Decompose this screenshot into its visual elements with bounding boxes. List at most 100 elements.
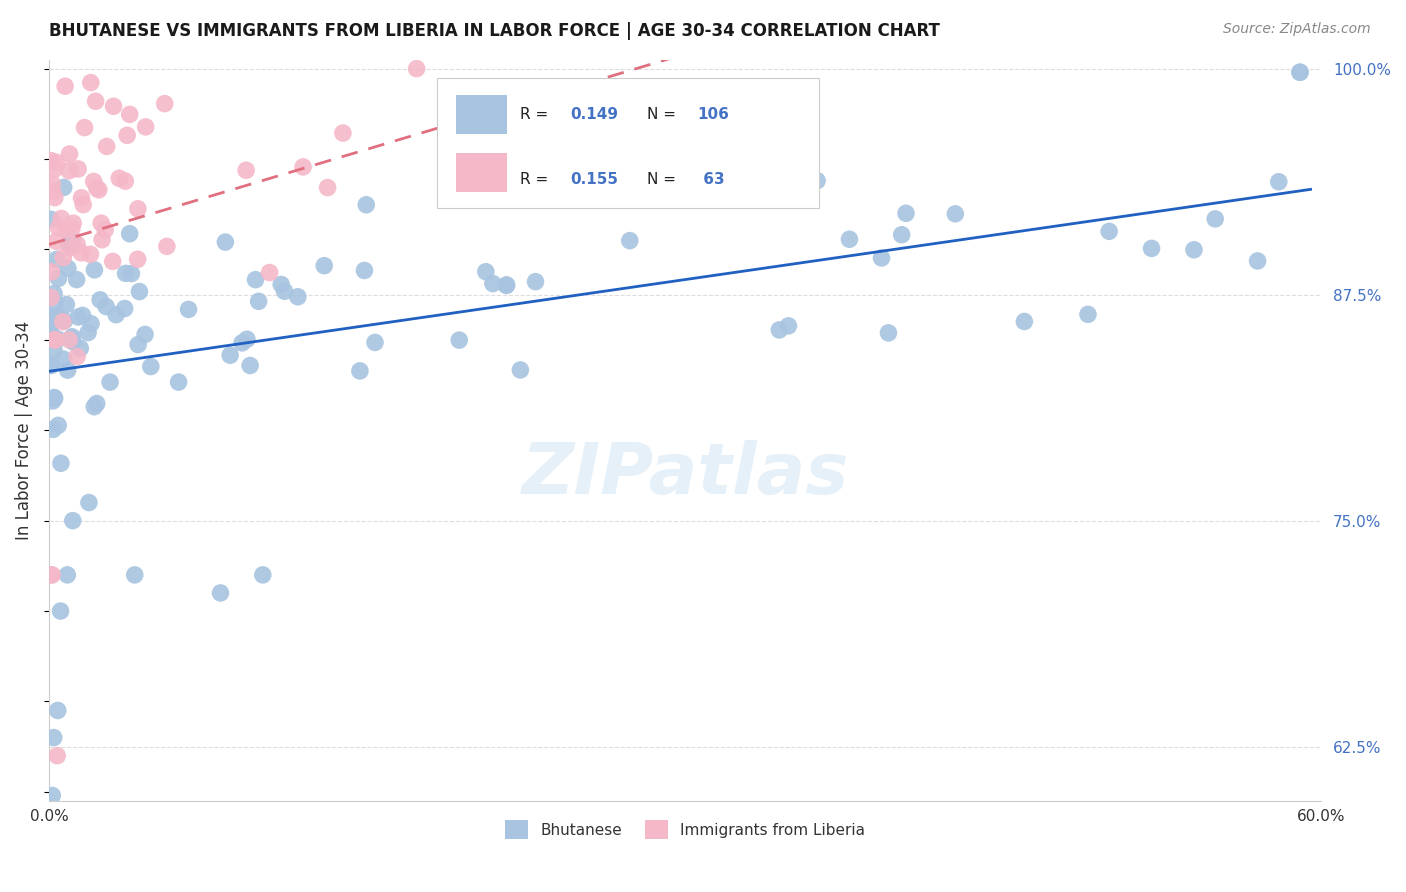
Point — [48, 271, 70, 285]
Point — [619, 234, 641, 248]
Point — [103, 99, 125, 113]
Point — [42, 422, 65, 436]
Point — [65, 272, 87, 286]
Point — [52, 251, 75, 265]
Text: Source: ZipAtlas.com: Source: ZipAtlas.com — [1223, 22, 1371, 37]
Point — [245, 273, 267, 287]
Point — [42, 393, 65, 408]
Point — [41, 185, 63, 199]
Point — [214, 235, 236, 249]
Point — [66, 350, 89, 364]
Point — [236, 332, 259, 346]
Point — [495, 278, 517, 293]
Point — [87, 183, 110, 197]
Point — [52, 352, 75, 367]
Point — [46, 309, 69, 323]
Point — [890, 227, 912, 242]
Text: 63: 63 — [697, 172, 724, 186]
Point — [1182, 243, 1205, 257]
Y-axis label: In Labor Force | Age 30-34: In Labor Force | Age 30-34 — [15, 320, 32, 540]
Point — [70, 191, 93, 205]
Point — [332, 126, 354, 140]
Point — [114, 266, 136, 280]
Point — [39, 326, 62, 341]
Point — [53, 314, 76, 328]
Point — [96, 300, 118, 314]
Point — [44, 391, 66, 405]
Point — [77, 495, 100, 509]
Point — [69, 341, 91, 355]
Point — [1268, 175, 1291, 189]
Point — [314, 259, 336, 273]
Point — [86, 181, 108, 195]
Point — [806, 174, 828, 188]
Point — [39, 153, 62, 168]
Text: 0.155: 0.155 — [571, 172, 619, 186]
Point — [449, 333, 471, 347]
Point — [127, 337, 149, 351]
Point — [48, 220, 70, 235]
Point — [219, 348, 242, 362]
Point — [42, 731, 65, 745]
Point — [354, 198, 377, 212]
Point — [235, 163, 257, 178]
Point — [139, 359, 162, 374]
Point — [128, 285, 150, 299]
Point — [80, 317, 103, 331]
Point — [60, 330, 83, 344]
Point — [39, 291, 62, 305]
Point — [778, 318, 800, 333]
Point — [62, 216, 84, 230]
Point — [135, 120, 157, 134]
Point — [475, 265, 498, 279]
Point — [58, 163, 80, 178]
Point — [120, 267, 142, 281]
Point — [1204, 211, 1226, 226]
Point — [90, 216, 112, 230]
Point — [46, 748, 69, 763]
Point — [1140, 241, 1163, 255]
Point — [67, 161, 90, 176]
Point — [943, 207, 966, 221]
Point — [52, 180, 75, 194]
Text: N =: N = — [647, 172, 681, 186]
Point — [66, 237, 89, 252]
Point — [259, 266, 281, 280]
Point — [127, 202, 149, 216]
Point — [167, 375, 190, 389]
Point — [44, 162, 66, 177]
Point — [505, 150, 527, 164]
Point — [894, 206, 917, 220]
Point — [77, 326, 100, 340]
Point — [134, 327, 156, 342]
Point — [1289, 65, 1312, 79]
Point — [41, 265, 63, 279]
Point — [67, 310, 90, 324]
Point — [55, 297, 77, 311]
Point — [59, 241, 82, 255]
Legend: Bhutanese, Immigrants from Liberia: Bhutanese, Immigrants from Liberia — [499, 814, 872, 845]
Point — [44, 391, 66, 405]
Point — [58, 333, 80, 347]
Point — [1098, 224, 1121, 238]
Point — [127, 252, 149, 267]
Point — [270, 277, 292, 292]
Point — [108, 171, 131, 186]
Point — [60, 221, 83, 235]
Point — [84, 95, 107, 109]
Point — [509, 363, 531, 377]
Point — [239, 359, 262, 373]
Point — [94, 223, 117, 237]
Point — [292, 160, 315, 174]
Point — [44, 333, 66, 347]
Point — [46, 418, 69, 433]
Point — [41, 789, 63, 803]
Point — [55, 223, 77, 237]
FancyBboxPatch shape — [456, 153, 508, 193]
Point — [62, 334, 84, 349]
Point — [56, 363, 79, 377]
Point — [124, 567, 146, 582]
FancyBboxPatch shape — [456, 95, 508, 134]
Point — [83, 400, 105, 414]
Point — [768, 323, 790, 337]
